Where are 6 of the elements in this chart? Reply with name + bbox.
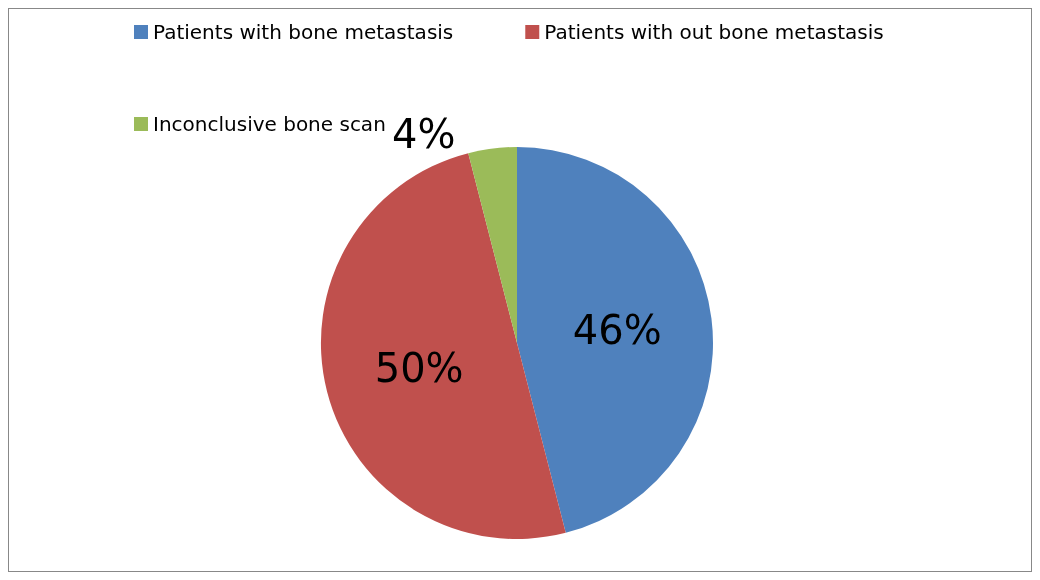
legend-label: Patients with bone metastasis [153, 20, 454, 44]
data-label: 46% [572, 307, 662, 354]
legend-label: Patients with out bone metastasis [544, 20, 884, 44]
data-label: 4% [392, 110, 456, 157]
data-label: 50% [374, 345, 464, 392]
legend-label: Inconclusive bone scan [153, 112, 386, 136]
